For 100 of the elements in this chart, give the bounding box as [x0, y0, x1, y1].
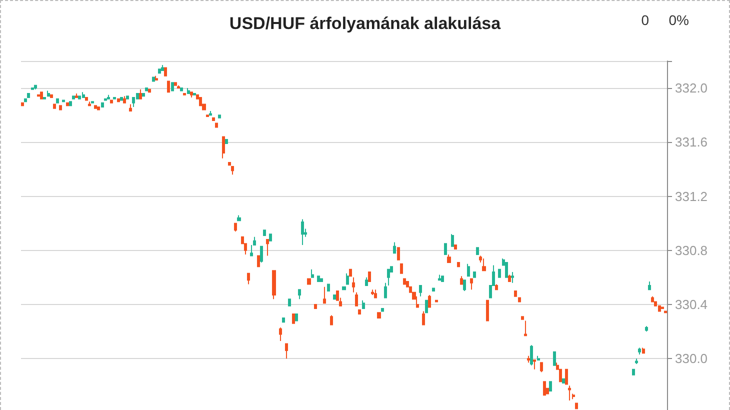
- candlestick: [530, 344, 533, 366]
- candlestick: [346, 272, 349, 285]
- candlestick: [177, 84, 180, 89]
- candlestick: [352, 276, 355, 293]
- candlestick: [540, 362, 543, 373]
- candlestick: [104, 98, 107, 101]
- candlestick: [187, 88, 190, 94]
- candlestick: [451, 234, 454, 247]
- candlestick: [212, 117, 215, 122]
- candlestick: [40, 92, 43, 100]
- candlestick: [320, 278, 323, 282]
- candlestick: [553, 351, 556, 366]
- candlestick: [231, 166, 234, 176]
- text: 0: [641, 12, 650, 28]
- candlestick: [658, 305, 661, 312]
- y-tick-label: 330.4: [675, 296, 708, 312]
- candlestick: [358, 309, 361, 314]
- candlestick: [47, 90, 50, 97]
- candlestick: [518, 297, 521, 302]
- candlestick: [155, 75, 158, 80]
- candlestick: [295, 313, 298, 322]
- candlestick: [416, 296, 419, 308]
- y-tick-label: 330.0: [675, 351, 708, 366]
- candlestick: [78, 96, 81, 100]
- candlestick: [403, 278, 406, 285]
- candlestick: [50, 94, 53, 98]
- candlestick: [282, 318, 285, 323]
- chart-title: USD/HUF árfolyamának alakulása: [229, 14, 502, 33]
- candlestick: [161, 64, 164, 71]
- candlestick: [82, 92, 85, 98]
- candlestick: [97, 106, 100, 110]
- candlestick: [632, 368, 635, 376]
- candlestick: [56, 98, 59, 104]
- candlestick: [222, 136, 225, 159]
- candlestick: [37, 94, 40, 97]
- candlestick: [428, 294, 431, 308]
- candlestick: [400, 263, 403, 274]
- candlestick: [476, 247, 479, 255]
- candlestick: [498, 268, 501, 278]
- candlestick: [21, 102, 24, 106]
- candlestick: [263, 230, 266, 236]
- candlestick: [486, 300, 489, 322]
- candlestick: [505, 262, 508, 278]
- candlestick: [572, 393, 575, 400]
- candlestick: [537, 355, 540, 360]
- candlestick: [368, 272, 371, 282]
- candlestick: [234, 222, 237, 232]
- candlestick: [495, 284, 498, 290]
- candlestick: [164, 67, 167, 76]
- candlestick: [148, 88, 151, 93]
- candlestick: [661, 306, 664, 310]
- candlestick: [285, 343, 288, 360]
- candlestick: [387, 268, 390, 286]
- candlestick: [565, 368, 568, 385]
- candlestick: [473, 272, 476, 278]
- candlestick: [425, 300, 428, 314]
- candlestick: [342, 286, 346, 290]
- candlestick: [524, 320, 527, 336]
- candlestick: [365, 276, 368, 286]
- candlestick: [511, 272, 514, 284]
- text: 0%: [668, 12, 689, 28]
- candlestick: [260, 246, 263, 264]
- candlestick: [132, 97, 135, 108]
- candlestick: [139, 88, 142, 100]
- candlestick: [174, 82, 177, 86]
- candlestick: [435, 300, 438, 302]
- candlestick: [648, 280, 651, 290]
- candlestick: [110, 100, 113, 104]
- candlestick: [152, 76, 155, 82]
- candlestick: [266, 239, 269, 256]
- candlestick: [126, 96, 129, 100]
- candlestick: [397, 247, 400, 260]
- candlestick: [371, 289, 374, 296]
- candlestick: [288, 298, 291, 306]
- candlestick: [393, 242, 396, 254]
- candlestick: [269, 234, 272, 242]
- candlestick: [228, 162, 231, 166]
- candlestick: [422, 310, 425, 326]
- y-tick-label: 331.6: [675, 134, 708, 150]
- candlestick: [568, 385, 571, 402]
- candlestick: [642, 347, 645, 354]
- candlestick: [94, 105, 97, 109]
- candlestick: [374, 289, 377, 298]
- candlestick: [27, 92, 30, 98]
- candlestick: [311, 268, 314, 278]
- candlestick: [521, 316, 524, 320]
- candlestick: [247, 272, 250, 285]
- candlestick: [635, 358, 638, 365]
- candlestick: [432, 288, 435, 292]
- candlestick: [199, 97, 202, 106]
- candlestick: [237, 214, 241, 222]
- candlestick: [53, 104, 56, 109]
- candlestick: [362, 300, 365, 310]
- y-tick-label: 331.2: [675, 188, 708, 204]
- candlestick: [298, 289, 301, 300]
- candlestick: [463, 280, 466, 292]
- candlestick: [508, 274, 511, 282]
- candlestick: [355, 292, 358, 306]
- candlestick: [645, 326, 648, 332]
- candlestick: [101, 102, 104, 108]
